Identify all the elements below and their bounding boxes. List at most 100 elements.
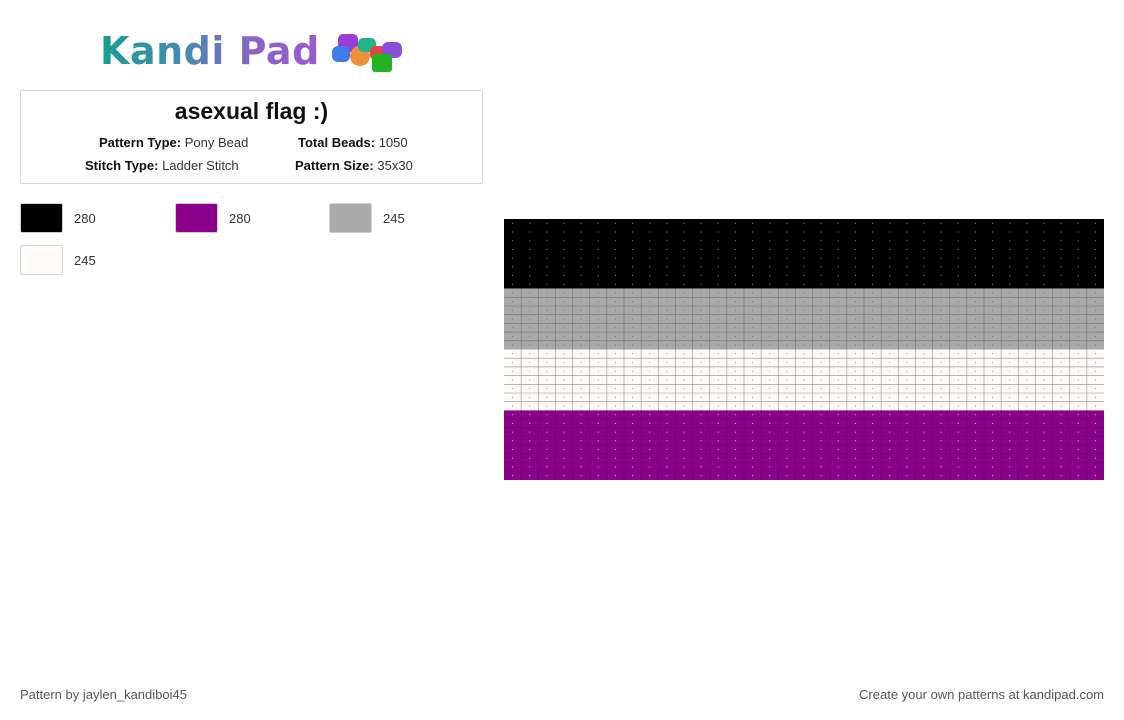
bead (1094, 266, 1096, 268)
bead (854, 457, 856, 459)
bead (1043, 248, 1045, 250)
bead (752, 457, 754, 459)
bead (614, 283, 616, 285)
bead (1060, 248, 1062, 250)
bead (992, 283, 994, 285)
bead (717, 388, 719, 390)
bead (614, 248, 616, 250)
bead (683, 431, 685, 433)
bead (769, 353, 771, 355)
bead (854, 231, 856, 233)
kandipad-promo-link[interactable]: Create your own patterns at kandipad.com (859, 687, 1104, 702)
bead (632, 440, 634, 442)
bead (837, 388, 839, 390)
bead (923, 318, 925, 320)
bead (632, 405, 634, 407)
bead (700, 283, 702, 285)
bead (649, 222, 651, 224)
bead (529, 414, 531, 416)
bead (820, 309, 822, 311)
bead (1009, 231, 1011, 233)
bead (820, 283, 822, 285)
bead (614, 370, 616, 372)
bead (597, 449, 599, 451)
kandipad-logo[interactable]: Kandi Pad (100, 26, 410, 76)
bead (872, 327, 874, 329)
bead (597, 335, 599, 337)
bead (872, 353, 874, 355)
bead (820, 370, 822, 372)
bead (786, 335, 788, 337)
bead (1060, 231, 1062, 233)
bead (957, 240, 959, 242)
bead-count: 280 (74, 210, 96, 226)
bead (752, 449, 754, 451)
bead (803, 449, 805, 451)
bead (974, 231, 976, 233)
bead (769, 301, 771, 303)
bead (1043, 344, 1045, 346)
bead (546, 440, 548, 442)
bead (1026, 405, 1028, 407)
bead (786, 231, 788, 233)
bead (683, 422, 685, 424)
bead (906, 257, 908, 259)
bead (889, 231, 891, 233)
bead (889, 248, 891, 250)
bead-count: 245 (74, 252, 96, 268)
bead (957, 396, 959, 398)
bead (906, 475, 908, 477)
bead (889, 457, 891, 459)
bead (923, 414, 925, 416)
bead (700, 449, 702, 451)
total-beads-value: 1050 (378, 135, 408, 150)
bead (786, 283, 788, 285)
bead (1060, 353, 1062, 355)
bead (1094, 248, 1096, 250)
bead (923, 396, 925, 398)
bead (700, 422, 702, 424)
bead (683, 275, 685, 277)
bead (512, 370, 514, 372)
bead (597, 396, 599, 398)
bead (649, 231, 651, 233)
bead (752, 388, 754, 390)
bead (563, 396, 565, 398)
bead (563, 344, 565, 346)
bead (803, 309, 805, 311)
stitch-type-value: Ladder Stitch (162, 158, 239, 173)
bead (820, 231, 822, 233)
legend-item-gray: 245 (329, 203, 405, 233)
bead (974, 327, 976, 329)
bead (837, 327, 839, 329)
bead (1094, 475, 1096, 477)
bead (940, 257, 942, 259)
bead (769, 318, 771, 320)
bead (889, 283, 891, 285)
bead (1094, 414, 1096, 416)
bead (1009, 431, 1011, 433)
bead (923, 353, 925, 355)
bead (700, 344, 702, 346)
bead (769, 396, 771, 398)
bead (923, 327, 925, 329)
bead (597, 379, 599, 381)
bead (734, 318, 736, 320)
bead (512, 422, 514, 424)
bead (666, 353, 668, 355)
bead (529, 266, 531, 268)
bead (992, 457, 994, 459)
bead (786, 318, 788, 320)
bead (1077, 222, 1079, 224)
bead (597, 414, 599, 416)
bead (529, 475, 531, 477)
bead (717, 440, 719, 442)
bead (1060, 466, 1062, 468)
bead (1094, 440, 1096, 442)
color-swatch (175, 203, 218, 233)
pattern-size: Pattern Size: 35x30 (295, 158, 413, 173)
bead (974, 240, 976, 242)
bead (992, 414, 994, 416)
bead (940, 388, 942, 390)
bead (649, 422, 651, 424)
